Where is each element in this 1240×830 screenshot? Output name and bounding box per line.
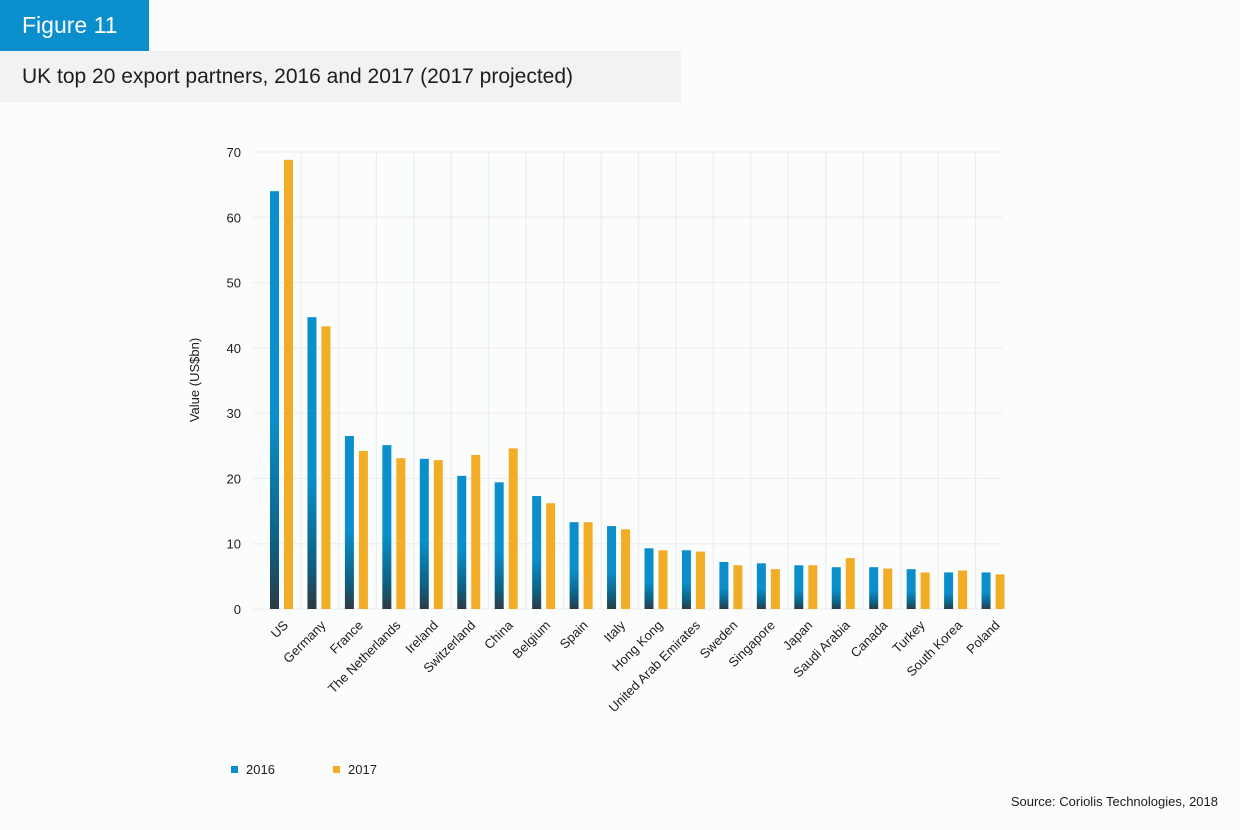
figure-label: Figure 11 (0, 0, 149, 51)
bar-2017-italy (621, 529, 631, 609)
bar-2017-singapore (770, 569, 780, 609)
bar-2016-belgium (532, 496, 542, 609)
bar-2016-italy (607, 526, 617, 609)
x-tick-label: US (268, 617, 292, 641)
bar-2016-turkey (906, 569, 916, 609)
bar-2016-the-netherlands (382, 445, 392, 609)
legend-item-2016: 2016 (231, 762, 275, 777)
bar-2017-canada (883, 568, 893, 609)
bar-2017-poland (995, 574, 1005, 609)
bar-2017-saudi-arabia (845, 558, 855, 609)
bar-2017-spain (583, 522, 593, 609)
y-tick-label: 70 (227, 145, 241, 160)
x-tick-label: Spain (557, 618, 591, 652)
legend-item-2017: 2017 (333, 762, 377, 777)
legend-label-2017: 2017 (348, 762, 377, 777)
bar-2017-turkey (920, 572, 930, 609)
bar-2016-france (344, 435, 354, 609)
bar-2017-germany (321, 326, 331, 609)
y-tick-label: 50 (227, 276, 241, 291)
y-axis-label: Value (US$bn) (187, 338, 202, 422)
x-tick-label: Canada (848, 617, 891, 660)
bar-2017-south-korea (958, 570, 968, 609)
legend-swatch-2016 (231, 766, 238, 773)
x-tick-label: Italy (601, 617, 629, 645)
y-axis-ticks: 0 10 20 30 40 50 60 70 (227, 145, 241, 617)
bar-2016-poland (981, 572, 991, 609)
bar-2016-south-korea (944, 572, 954, 609)
bar-2016-china (494, 482, 504, 609)
bar-2016-singapore (756, 563, 766, 609)
bar-2016-canada (869, 567, 879, 609)
chart-title: UK top 20 export partners, 2016 and 2017… (0, 51, 681, 102)
bar-2016-switzerland (457, 475, 467, 609)
bars (270, 159, 1005, 609)
bar-2016-ireland (419, 458, 429, 609)
bar-2016-spain (569, 522, 579, 609)
y-tick-label: 40 (227, 341, 241, 356)
bar-2016-saudi-arabia (831, 567, 841, 609)
x-tick-label: Poland (963, 618, 1002, 657)
bar-2017-belgium (546, 503, 556, 609)
bar-2017-hong-kong (658, 550, 668, 609)
bar-2016-us (270, 191, 279, 609)
y-tick-label: 0 (234, 602, 241, 617)
source-note: Source: Coriolis Technologies, 2018 (1010, 794, 1218, 809)
bar-2017-france (358, 451, 368, 609)
bar-2016-hong-kong (644, 548, 654, 609)
bar-2016-japan (794, 565, 804, 609)
bar-2017-us (284, 159, 293, 609)
bar-2016-sweden (719, 561, 729, 609)
bar-2017-the-netherlands (396, 458, 406, 609)
bar-2017-china (508, 448, 518, 609)
x-tick-label: Japan (780, 618, 816, 654)
bar-2017-united-arab-emirates (695, 551, 705, 609)
bar-2016-united-arab-emirates (681, 550, 691, 609)
bar-2017-switzerland (471, 454, 481, 609)
bar-2017-japan (808, 565, 818, 609)
y-tick-label: 10 (227, 537, 241, 552)
legend-swatch-2017 (333, 766, 340, 773)
x-tick-label: Belgium (509, 618, 553, 662)
bar-2016-germany (307, 317, 317, 609)
x-tick-label: China (481, 617, 516, 652)
bar-2017-sweden (733, 565, 743, 609)
y-tick-label: 20 (227, 471, 241, 486)
y-tick-label: 60 (227, 210, 241, 225)
bar-2017-ireland (433, 460, 443, 609)
legend-label-2016: 2016 (246, 762, 275, 777)
y-tick-label: 30 (227, 406, 241, 421)
